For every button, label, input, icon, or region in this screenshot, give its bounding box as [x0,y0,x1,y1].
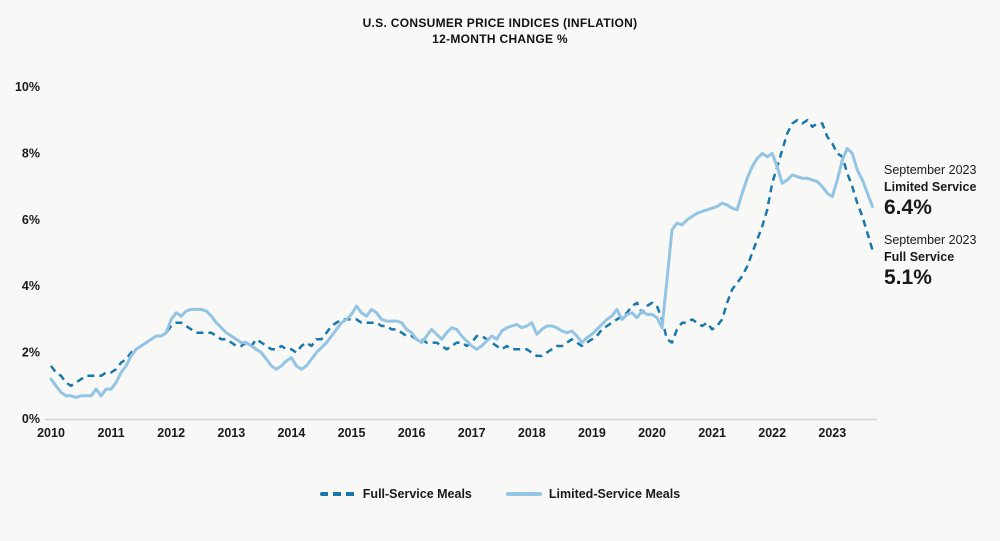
x-tick-label: 2015 [338,426,366,440]
annotation-limited-service: September 2023 Limited Service 6.4% [884,162,977,219]
annotation-label: Limited Service [884,180,977,194]
x-tick-label: 2019 [578,426,606,440]
y-tick-label: 4% [22,279,40,293]
x-tick-label: 2021 [698,426,726,440]
annotation-full-service: September 2023 Full Service 5.1% [884,232,977,289]
legend-item-limited-service: Limited-Service Meals [505,487,681,501]
x-tick-label: 2020 [638,426,666,440]
y-tick-label: 0% [22,412,40,426]
solid-line-swatch [505,492,542,496]
chart-header: U.S. CONSUMER PRICE INDICES (INFLATION) … [0,16,1000,46]
y-tick-label: 6% [22,213,40,227]
chart-subtitle: 12-MONTH CHANGE % [432,32,568,46]
annotation-date: September 2023 [884,163,977,177]
y-tick-label: 10% [15,80,40,94]
x-tick-label: 2010 [37,426,65,440]
y-tick-label: 2% [22,346,40,360]
legend-item-full-service: Full-Service Meals [319,487,472,501]
annotation-value: 6.4% [884,196,932,219]
annotation-label: Full Service [884,250,955,264]
legend: Full-Service Meals Limited-Service Meals [0,487,1000,501]
y-tick-label: 8% [22,146,40,160]
x-tick-label: 2014 [277,426,305,440]
annotation-date: September 2023 [884,233,977,247]
legend-label: Limited-Service Meals [548,487,681,501]
x-tick-label: 2017 [458,426,486,440]
x-tick-label: 2012 [157,426,185,440]
annotation-value: 5.1% [884,266,932,289]
x-tick-label: 2023 [818,426,846,440]
x-tick-label: 2011 [98,426,125,440]
x-tick-label: 2013 [217,426,245,440]
limited-service-line [49,146,874,399]
x-tick-label: 2016 [398,426,426,440]
x-tick-label: 2018 [518,426,546,440]
dashed-line-swatch [319,492,356,496]
legend-label: Full-Service Meals [362,487,472,501]
x-tick-label: 2022 [758,426,786,440]
full-service-line [50,118,874,388]
chart-title: U.S. CONSUMER PRICE INDICES (INFLATION) [362,16,638,30]
